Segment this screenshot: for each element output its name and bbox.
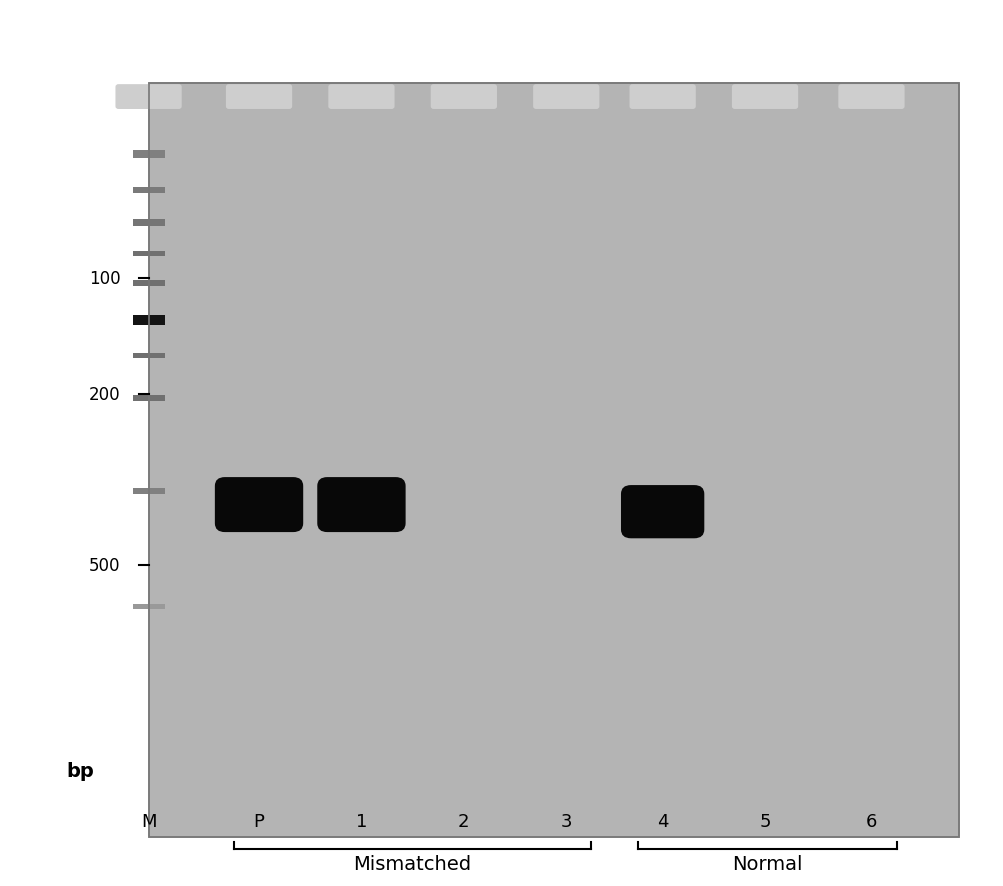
Text: 2: 2 [457,812,469,830]
Bar [148,84,958,837]
Text: P: P [254,812,264,830]
FancyBboxPatch shape [115,85,182,110]
Bar [132,188,164,194]
Text: Normal: Normal [731,854,801,874]
Text: 100: 100 [89,270,120,288]
FancyBboxPatch shape [430,85,496,110]
Bar [132,220,164,227]
Text: 6: 6 [865,812,877,830]
Text: bp: bp [66,761,94,781]
Text: 500: 500 [89,556,120,574]
FancyBboxPatch shape [629,85,695,110]
Bar [132,354,164,359]
Text: Mismatched: Mismatched [353,854,471,874]
FancyBboxPatch shape [731,85,797,110]
Text: 5: 5 [758,812,770,830]
FancyBboxPatch shape [317,478,405,532]
Text: 1: 1 [355,812,367,830]
Text: 200: 200 [89,385,120,403]
Bar [132,315,164,326]
Bar [132,281,164,286]
Bar [132,396,164,401]
FancyBboxPatch shape [226,85,292,110]
Text: 3: 3 [560,812,572,830]
FancyBboxPatch shape [533,85,599,110]
Bar [148,84,958,837]
FancyBboxPatch shape [838,85,904,110]
FancyBboxPatch shape [620,486,704,539]
Bar [132,151,164,159]
Bar [132,252,164,257]
FancyBboxPatch shape [215,478,303,532]
Text: M: M [140,812,156,830]
FancyBboxPatch shape [328,85,394,110]
Bar [132,605,164,610]
Text: 4: 4 [656,812,668,830]
Bar [132,489,164,495]
